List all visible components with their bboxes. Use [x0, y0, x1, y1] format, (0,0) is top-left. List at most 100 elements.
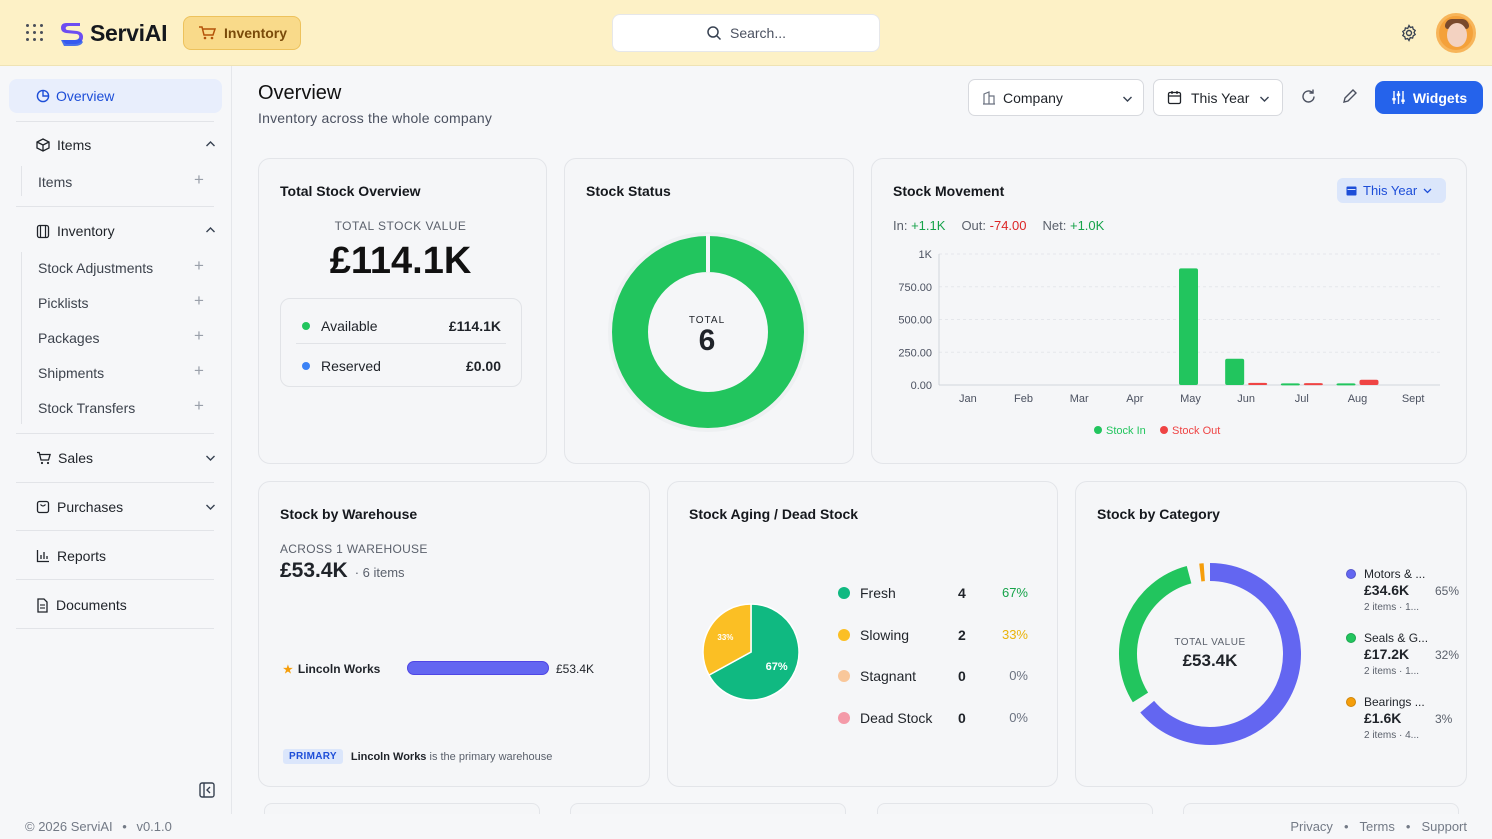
box-icon — [36, 138, 50, 152]
add-items-icon[interactable]: + — [194, 170, 204, 189]
sidebar-item-overview[interactable]: Overview — [9, 79, 222, 113]
legend-name: Seals & G... — [1364, 631, 1429, 645]
card-title: Stock Aging / Dead Stock — [689, 506, 859, 522]
stock-status-card: Stock Status TOTAL 6 — [564, 158, 854, 464]
legend-label[interactable]: Stock In — [1106, 425, 1146, 437]
app-grid-icon[interactable] — [26, 24, 44, 42]
copyright: © 2026 ServiAI — [25, 819, 113, 834]
top-bar: ServiAI Inventory Search... — [0, 0, 1492, 66]
settings-button[interactable] — [1400, 24, 1418, 47]
page-subtitle: Inventory across the whole company — [258, 110, 493, 126]
y-tick-label: 500.00 — [898, 315, 932, 327]
bar-stock-in[interactable] — [1280, 383, 1300, 386]
user-avatar[interactable] — [1436, 13, 1476, 53]
sidebar-section-items[interactable]: Items — [36, 137, 91, 153]
aging-row: Slowing 2 33% — [838, 626, 1038, 644]
pie-slice[interactable] — [702, 603, 752, 677]
pie-slice[interactable] — [707, 603, 800, 701]
stock-movement-card: Stock Movement This Year In: +1.1K Out: … — [871, 158, 1467, 464]
aging-row-count: 0 — [958, 668, 966, 684]
category-legend-item[interactable]: Bearings ... £1.6K 3% 2 items · 4... — [1346, 695, 1456, 747]
bar-stock-in[interactable] — [1336, 383, 1356, 386]
y-tick-label: 250.00 — [898, 347, 932, 359]
add-stock-transfer-icon[interactable]: + — [194, 396, 204, 415]
chevron-up-icon[interactable] — [205, 226, 216, 234]
chevron-down-icon[interactable] — [205, 503, 216, 511]
total-stock-value: £114.1K — [329, 240, 472, 282]
aging-dot — [838, 587, 850, 599]
scope-select[interactable]: Company — [968, 79, 1144, 116]
search-icon — [707, 26, 722, 41]
legend-sub: 2 items · 4... — [1364, 730, 1420, 741]
privacy-link[interactable]: Privacy — [1290, 819, 1333, 834]
x-tick-label: Feb — [1014, 393, 1033, 405]
sidebar-item-shipments[interactable]: Shipments — [38, 365, 105, 381]
search-input[interactable]: Search... — [612, 14, 880, 52]
category-center-label: TOTAL VALUE — [1174, 637, 1246, 648]
legend-pct: 3% — [1435, 712, 1453, 726]
warehouse-total: £53.4K · 6 items — [280, 559, 405, 583]
add-shipment-icon[interactable]: + — [194, 361, 204, 380]
calendar-icon — [1167, 91, 1182, 105]
support-link[interactable]: Support — [1421, 819, 1467, 834]
sidebar-section-purchases[interactable]: Purchases — [36, 499, 123, 515]
sliders-icon — [1392, 91, 1405, 104]
movement-period-select[interactable]: This Year — [1337, 178, 1446, 203]
chevron-down-icon[interactable] — [205, 454, 216, 462]
bar-stock-out[interactable] — [1359, 379, 1379, 385]
module-chip[interactable]: Inventory — [183, 16, 301, 50]
edit-icon[interactable] — [1342, 88, 1358, 104]
period-select[interactable]: This Year — [1153, 79, 1283, 116]
row-divider — [296, 343, 506, 344]
widgets-button[interactable]: Widgets — [1375, 81, 1483, 114]
donut-segment[interactable] — [1119, 566, 1192, 703]
sidebar-item-packages[interactable]: Packages — [38, 330, 100, 346]
aging-dot — [838, 628, 850, 641]
app-logo[interactable]: ServiAI — [58, 18, 167, 48]
available-value: £114.1K — [448, 318, 501, 334]
sidebar-item-reports[interactable]: Reports — [36, 548, 106, 564]
sidebar-item-picklists[interactable]: Picklists — [38, 295, 89, 311]
sidebar-item-items[interactable]: Items — [38, 174, 73, 190]
add-stock-adjustment-icon[interactable]: + — [194, 256, 204, 275]
tree-line — [21, 252, 22, 424]
divider — [16, 530, 214, 531]
x-tick-label: Sept — [1402, 393, 1425, 405]
terms-link[interactable]: Terms — [1359, 819, 1395, 834]
bar-stock-out[interactable] — [1248, 382, 1268, 385]
bar-stock-in[interactable] — [1179, 268, 1198, 385]
sidebar-item-stock-adjustments[interactable]: Stock Adjustments — [38, 260, 154, 276]
category-legend-item[interactable]: Motors & ... £34.6K 65% 2 items · 1... — [1346, 567, 1459, 619]
document-icon — [37, 597, 48, 613]
search-placeholder: Search... — [729, 25, 787, 41]
aging-row-label: Slowing — [860, 626, 910, 643]
primary-note: PRIMARY Lincoln Works is the primary war… — [283, 749, 552, 764]
bar-stock-out[interactable] — [1303, 383, 1323, 386]
stock-status-donut — [608, 232, 808, 432]
sidebar-item-documents[interactable]: Documents — [36, 597, 127, 613]
aging-dot — [838, 670, 850, 682]
period-select-value: This Year — [1191, 89, 1250, 106]
divider — [16, 628, 214, 629]
app-name: ServiAI — [90, 19, 168, 46]
add-package-icon[interactable]: + — [194, 326, 204, 345]
sidebar-section-inventory[interactable]: Inventory — [36, 223, 115, 239]
warehouse-bar-name: Lincoln Works — [297, 662, 381, 676]
collapse-sidebar-icon[interactable] — [199, 782, 215, 798]
inventory-icon — [36, 224, 50, 238]
category-card: Stock by Category TOTAL VALUE £53.4K Mot… — [1075, 481, 1467, 787]
reserved-value: £0.00 — [465, 358, 501, 374]
tree-line — [21, 166, 22, 196]
sidebar-item-stock-transfers[interactable]: Stock Transfers — [38, 400, 136, 416]
sidebar-section-sales[interactable]: Sales — [36, 450, 93, 466]
legend-label[interactable]: Stock Out — [1172, 425, 1220, 437]
donut-segment[interactable] — [1140, 563, 1301, 745]
refresh-icon[interactable] — [1300, 88, 1317, 105]
chevron-up-icon[interactable] — [205, 140, 216, 148]
card-peek — [264, 803, 540, 814]
add-picklist-icon[interactable]: + — [194, 291, 204, 310]
category-legend-item[interactable]: Seals & G... £17.2K 32% 2 items · 1... — [1346, 631, 1459, 683]
bar-stock-in[interactable] — [1225, 358, 1245, 385]
warehouse-bar-track — [407, 661, 549, 675]
aging-row: Dead Stock 0 0% — [838, 709, 1038, 727]
